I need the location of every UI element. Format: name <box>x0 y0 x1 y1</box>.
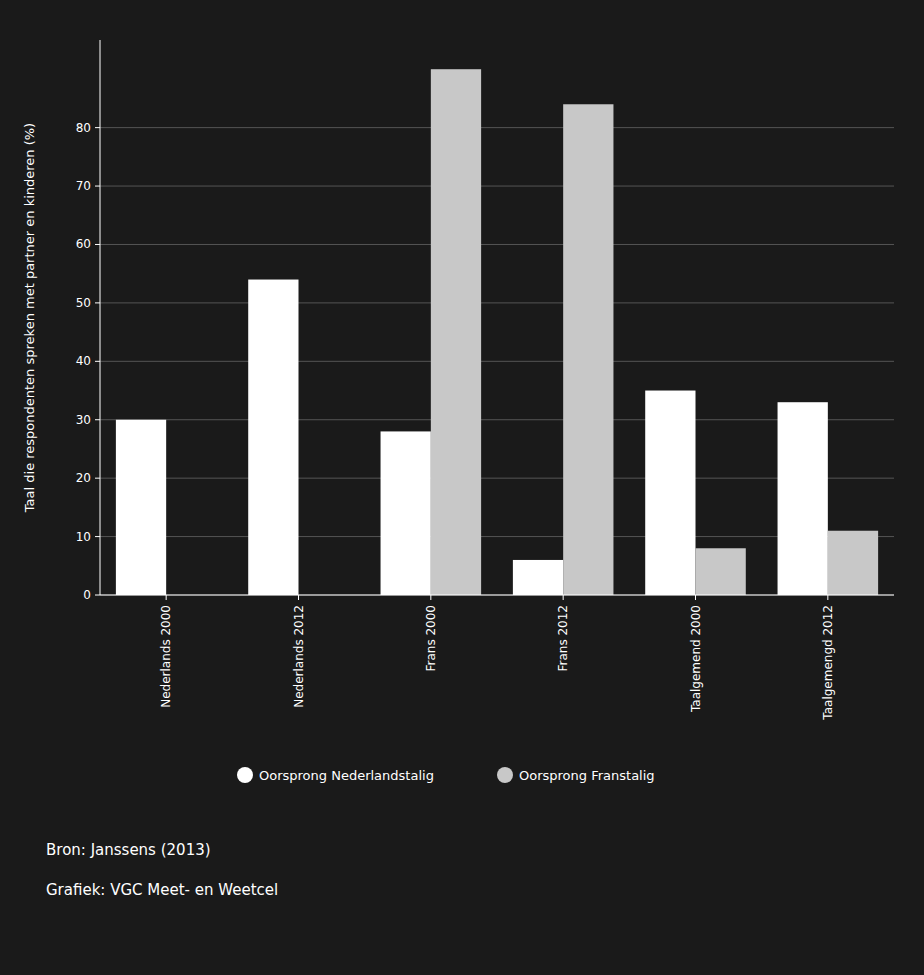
grid-line <box>100 536 894 537</box>
y-tick-label: 40 <box>76 354 91 368</box>
x-tick <box>430 595 431 600</box>
y-tick-label: 10 <box>76 530 91 544</box>
grid-line <box>100 127 894 128</box>
x-tick <box>166 595 167 600</box>
y-tick-label: 0 <box>83 588 91 602</box>
x-tick <box>695 595 696 600</box>
legend-label: Oorsprong Franstalig <box>519 768 655 783</box>
source-note: Grafiek: VGC Meet- en Weetcel <box>46 881 278 899</box>
x-axis-line <box>100 594 894 595</box>
bar <box>563 104 613 595</box>
y-tick-label: 60 <box>76 237 91 251</box>
grid-line <box>100 302 894 303</box>
x-tick-label: Frans 2012 <box>556 605 570 672</box>
legend-swatch <box>237 767 253 783</box>
y-tick <box>95 186 100 187</box>
legend-label: Oorsprong Nederlandstalig <box>259 768 434 783</box>
y-tick-label: 30 <box>76 413 91 427</box>
y-tick-label: 50 <box>76 296 91 310</box>
y-tick-label: 70 <box>76 179 91 193</box>
y-tick-label: 20 <box>76 471 91 485</box>
chart: 0 10 20 30 40 50 60 70 80 Taal die respondenten s… <box>0 0 924 975</box>
x-tick-label: Taalgemengd 2012 <box>821 605 835 721</box>
x-tick-label: Frans 2000 <box>424 605 438 672</box>
y-tick <box>95 361 100 362</box>
y-tick <box>95 419 100 420</box>
x-tick <box>563 595 564 600</box>
x-tick-label: Nederlands 2012 <box>292 605 306 708</box>
y-tick <box>95 478 100 479</box>
grid-line <box>100 478 894 479</box>
y-tick-label: 80 <box>76 121 91 135</box>
bar <box>431 69 481 595</box>
y-axis-label: Taal die respondenten spreken met partne… <box>22 123 37 513</box>
x-tick <box>298 595 299 600</box>
bars <box>116 69 878 595</box>
bar <box>513 560 563 595</box>
grid-line <box>100 419 894 420</box>
grid-line <box>100 361 894 362</box>
bar <box>645 391 695 595</box>
x-tick-label: Nederlands 2000 <box>159 605 173 708</box>
y-tick <box>95 244 100 245</box>
y-tick <box>95 536 100 537</box>
bar <box>381 431 431 595</box>
grid-line <box>100 186 894 187</box>
legend-swatch <box>497 767 513 783</box>
x-tick <box>827 595 828 600</box>
bar <box>696 548 746 595</box>
bar <box>248 280 298 595</box>
y-tick <box>95 302 100 303</box>
legend: Oorsprong Nederlandstalig Oorsprong Frans… <box>237 767 655 783</box>
bar <box>116 420 166 595</box>
bar <box>778 402 828 595</box>
y-axis-line <box>100 40 101 595</box>
grid-line <box>100 244 894 245</box>
bar <box>828 531 878 595</box>
source-note: Bron: Janssens (2013) <box>46 841 211 859</box>
y-tick <box>95 127 100 128</box>
grid-line <box>100 595 894 596</box>
y-tick <box>95 595 100 596</box>
x-tick-label: Taalgemend 2000 <box>689 605 703 713</box>
